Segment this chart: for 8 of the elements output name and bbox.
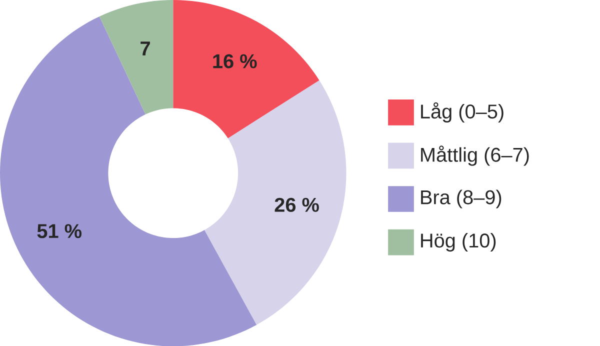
data-label: 16 % [213, 54, 257, 68]
legend-label: Låg (0–5) [421, 102, 504, 122]
data-label: 26 % [274, 198, 319, 212]
legend-label: Bra (8–9) [421, 190, 502, 208]
data-label: 51 % [37, 224, 82, 238]
legend-label: Måttlig (6–7) [421, 146, 529, 166]
data-label: 7 [140, 42, 150, 56]
legend-label: Hög (10) [421, 232, 496, 252]
